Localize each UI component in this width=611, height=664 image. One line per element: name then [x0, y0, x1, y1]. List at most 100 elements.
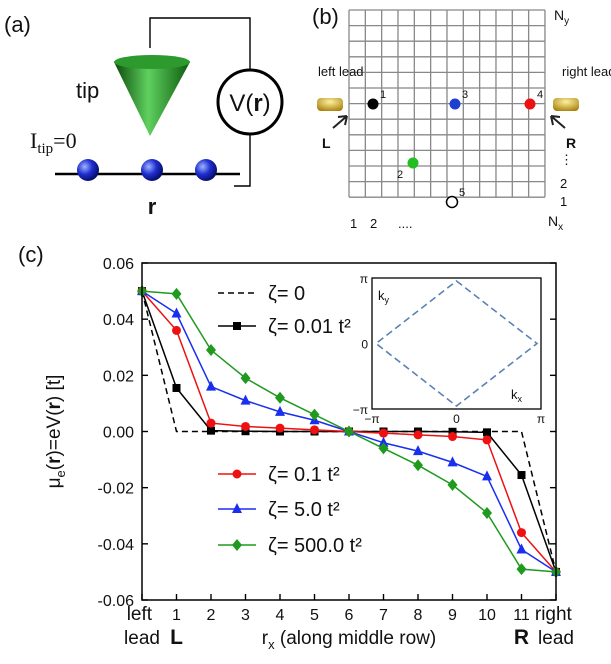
col-label: ....	[398, 216, 412, 231]
label-part: r	[44, 456, 65, 464]
col-label: 2	[370, 216, 377, 231]
marker	[379, 428, 388, 438]
panel-label: (b)	[312, 4, 339, 29]
r-label: R	[566, 135, 576, 151]
marker	[232, 469, 242, 479]
inset-x-tick: −π	[364, 412, 379, 426]
legend-label: ζ= 5.0 t²	[268, 499, 340, 521]
label-part: (	[44, 463, 65, 470]
x-tick-label: 2	[207, 607, 216, 624]
marker	[378, 442, 389, 455]
marker	[233, 322, 241, 330]
label-part: k	[378, 288, 385, 303]
col-label: 1	[350, 216, 357, 231]
y-tick-label: 0.04	[103, 312, 134, 329]
x-tick-label: 7	[379, 607, 388, 624]
site-label: 5	[459, 187, 465, 199]
site	[524, 98, 536, 110]
voltage-label: V(r)	[229, 90, 270, 117]
lead	[553, 98, 579, 111]
arrow	[550, 115, 566, 129]
x-tick-label: 10	[478, 607, 496, 624]
marker	[172, 383, 181, 392]
marker	[344, 425, 354, 438]
fermi-surface	[374, 279, 539, 408]
legend-label: ζ= 0.1 t²	[268, 464, 340, 486]
panel-label: (c)	[18, 242, 44, 267]
nx-label: Nx	[548, 213, 563, 233]
marker	[516, 563, 527, 576]
voltmeter	[216, 68, 284, 136]
x-tick-label: 9	[448, 607, 457, 624]
site	[367, 98, 379, 110]
marker	[206, 418, 216, 428]
annotation: L	[170, 626, 183, 649]
x-tick-label: 11	[513, 607, 530, 624]
y-tick-label: 0.06	[103, 256, 134, 273]
y-tick-label: -0.06	[98, 593, 135, 610]
marker	[206, 344, 216, 357]
site	[449, 98, 461, 110]
marker	[206, 380, 216, 391]
site-label: 4	[537, 89, 543, 101]
current-label: Itip=0	[30, 128, 77, 157]
label-part: ) [t]	[44, 375, 65, 402]
marker	[241, 427, 250, 436]
label-part: μ	[44, 477, 65, 488]
legend-label: ζ= 0	[268, 283, 305, 305]
label-part: e	[53, 470, 68, 477]
marker	[482, 506, 492, 519]
label-part: x	[268, 637, 275, 652]
tip-cone	[114, 62, 190, 136]
x-tick-label: 3	[241, 607, 250, 624]
marker	[171, 287, 182, 300]
wire	[149, 17, 251, 187]
x-tick-label: left lead	[124, 604, 160, 649]
x-tick-label: 8	[414, 607, 423, 624]
x-tick-label: 5	[310, 607, 319, 624]
marker	[240, 372, 251, 385]
inset-y-tick: π	[360, 272, 368, 286]
marker	[309, 408, 320, 421]
marker	[447, 456, 458, 467]
marker	[448, 432, 457, 442]
marker	[275, 423, 285, 433]
site-label: 2	[397, 169, 403, 181]
marker	[232, 503, 242, 513]
marker	[413, 445, 423, 456]
label-part: r	[262, 628, 269, 649]
marker	[517, 471, 526, 480]
marker	[482, 470, 492, 481]
atom	[195, 159, 217, 181]
inset-x-label: kx	[511, 387, 523, 404]
inset-y-label: ky	[378, 288, 390, 305]
x-tick-label: 1	[172, 607, 181, 624]
marker	[448, 427, 457, 436]
annotation: R	[514, 626, 529, 649]
row-label: ⋮	[560, 152, 573, 167]
marker	[483, 428, 491, 437]
legend-label: ζ= 500.0 t²	[268, 535, 362, 557]
site-label: 3	[462, 89, 468, 101]
y-tick-label: 0.00	[103, 425, 134, 442]
tip-label: tip	[76, 78, 99, 103]
y-tick-label: -0.04	[98, 537, 135, 554]
row-label: 1	[560, 194, 567, 209]
x-tick-label: 4	[276, 607, 285, 624]
ny-label: Ny	[554, 7, 569, 27]
panel-b: (b) Ny Nx left lead right lead L R 1 2 3…	[312, 4, 611, 233]
inset-y-tick: 0	[361, 338, 368, 352]
atom	[141, 159, 163, 181]
x-tick-label: right lead	[535, 604, 577, 649]
x-tick-label: 6	[345, 607, 354, 624]
marker	[482, 435, 492, 445]
arrow	[332, 115, 348, 129]
marker	[378, 436, 389, 447]
marker	[275, 405, 285, 416]
marker	[447, 478, 458, 491]
y-tick-label: 0.02	[103, 368, 134, 385]
panel-a: (a) V(r) tip Itip=0 r	[4, 12, 284, 219]
panel-c: (c) 0.06 0.04 0.02 0.00 -0.02 -0.04 -0.06left …	[18, 242, 577, 652]
